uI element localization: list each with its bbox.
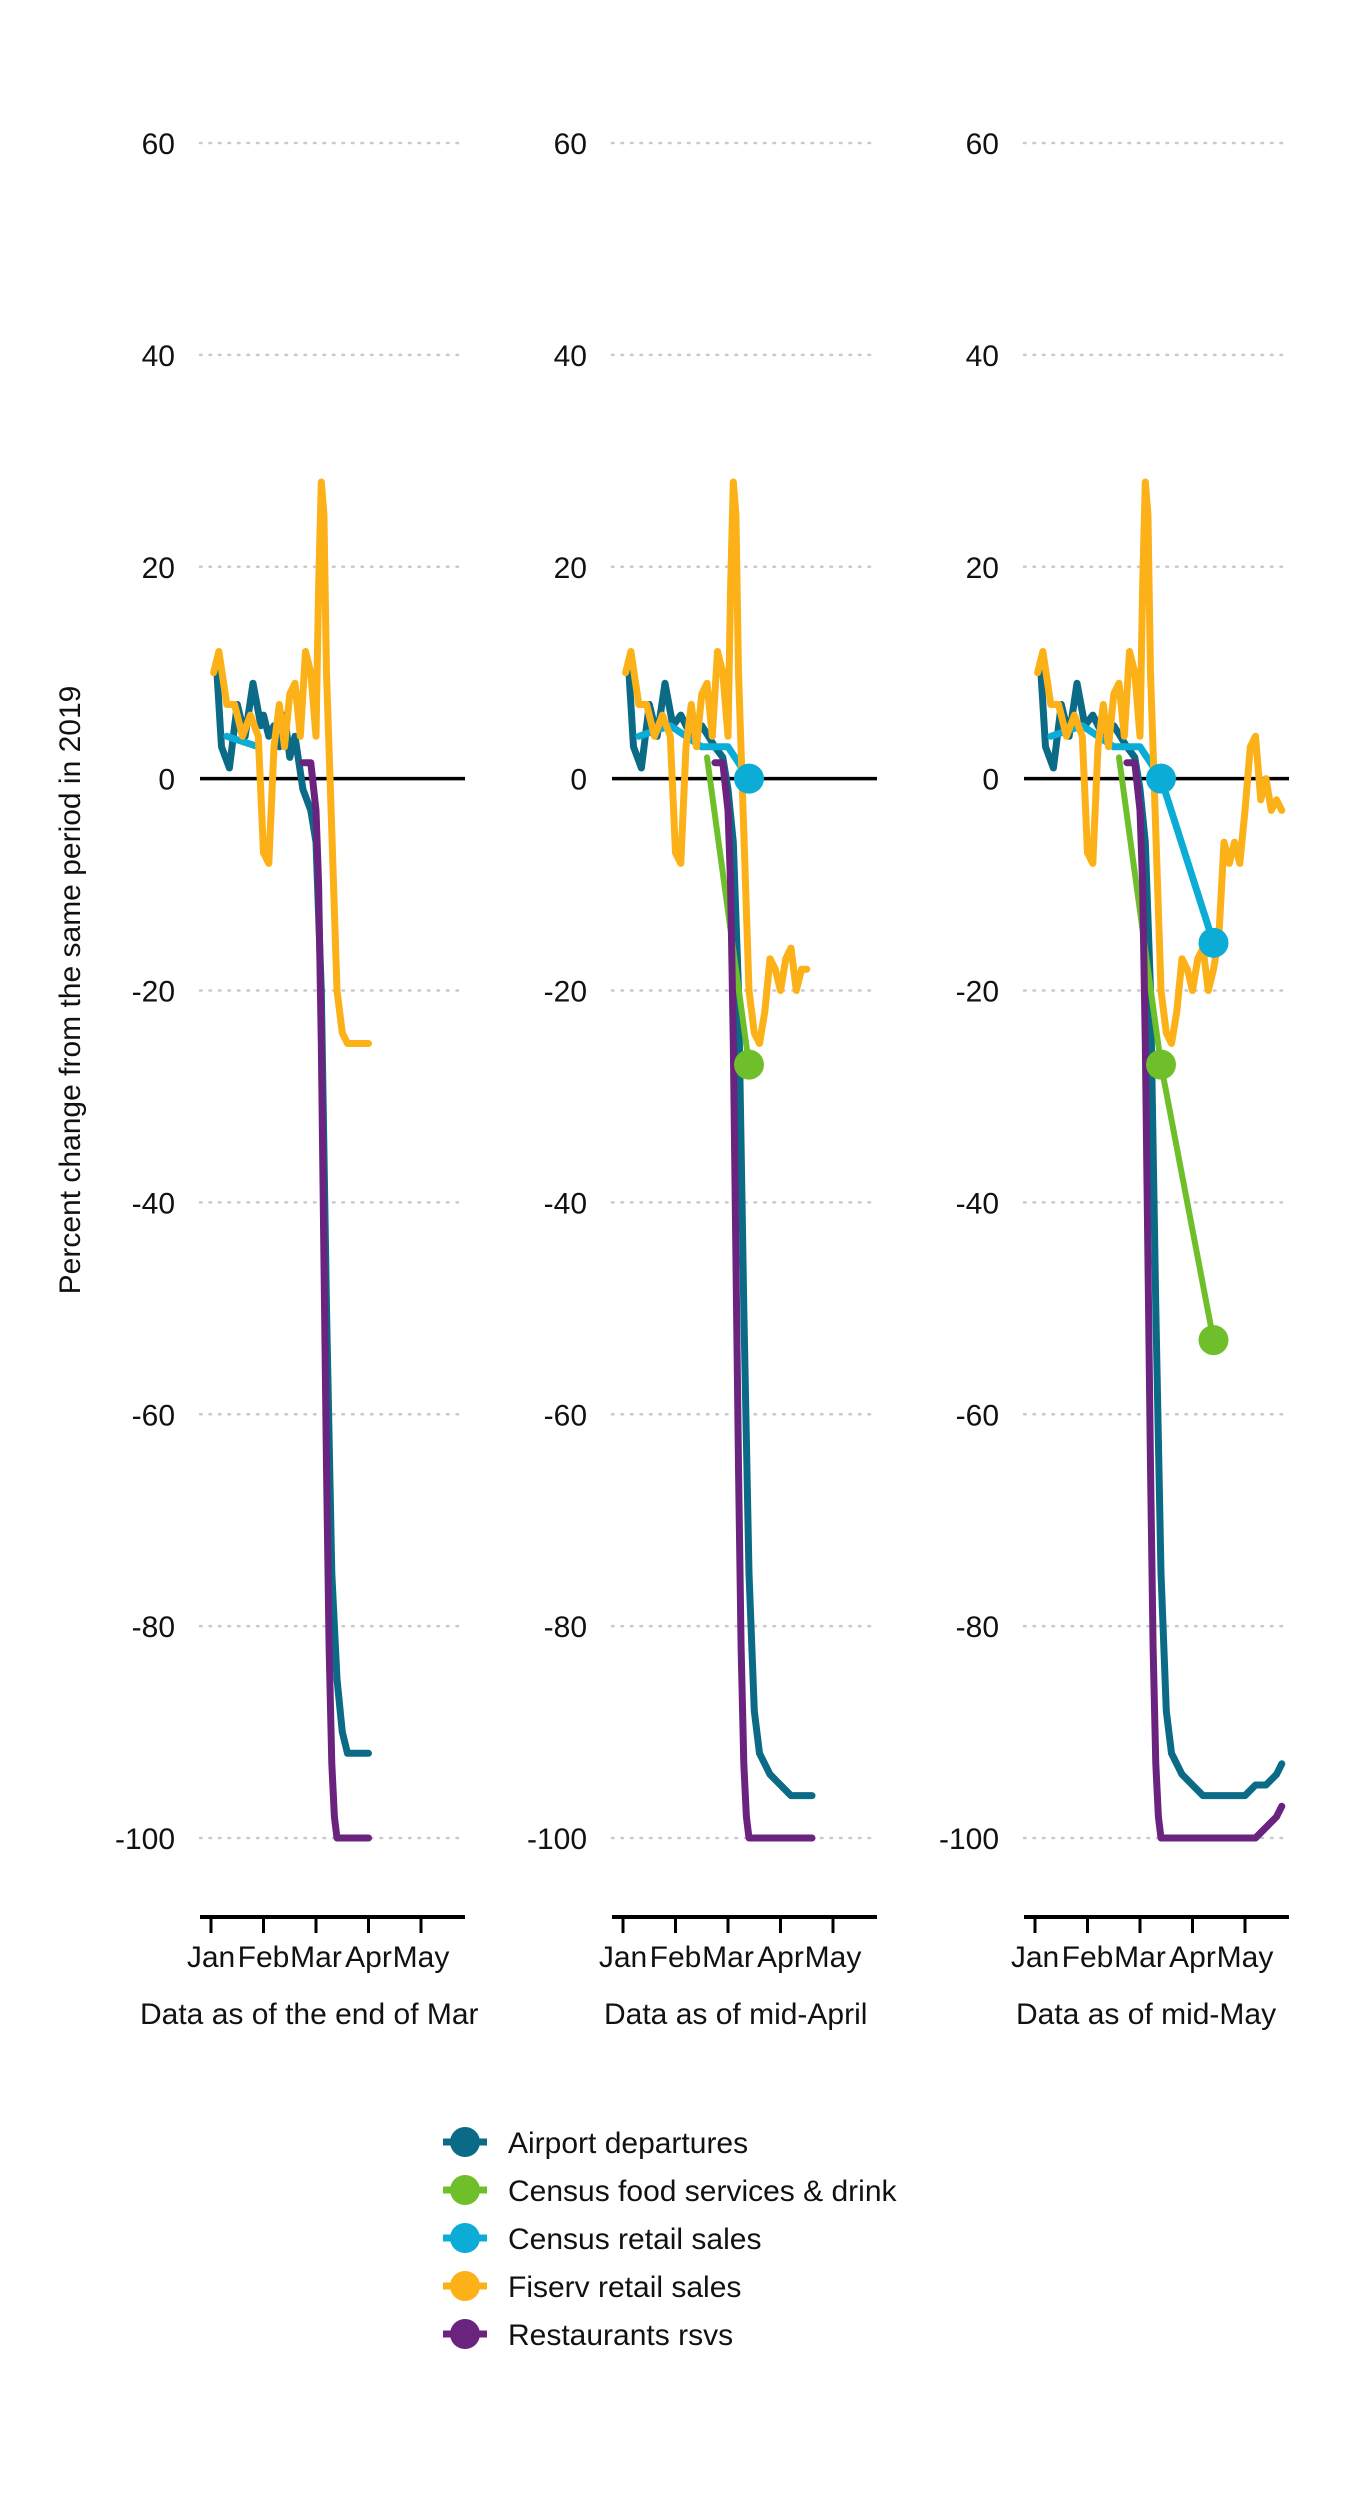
- y-tick-label: 40: [142, 340, 175, 373]
- y-tick-label: -60: [956, 1399, 999, 1432]
- y-tick-label: 20: [142, 552, 175, 585]
- legend-item-airport: Airport departures: [443, 2127, 748, 2160]
- y-tick-label: 20: [966, 552, 999, 585]
- legend-marker: [450, 2271, 480, 2301]
- legend-label: Census food services & drink: [508, 2175, 898, 2208]
- x-tick-label: Apr: [757, 1941, 804, 1974]
- y-tick-label: -20: [956, 976, 999, 1009]
- y-tick-label: -100: [939, 1823, 999, 1856]
- legend-item-census_retail: Census retail sales: [443, 2223, 761, 2256]
- legend-label: Census retail sales: [508, 2223, 761, 2256]
- x-tick-label: Mar: [290, 1941, 342, 1974]
- x-tick-label: Jan: [187, 1941, 235, 1974]
- x-tick-label: Jan: [599, 1941, 647, 1974]
- marker-census_retail: [734, 763, 764, 794]
- y-tick-label: -20: [544, 976, 587, 1009]
- legend: Airport departures Census food services &…: [443, 2127, 898, 2352]
- panel-1: 60 40 20 0 -20 -40 -60 -80 -100 Jan Feb Mar Apr May Da…: [115, 128, 479, 2031]
- y-tick-label: -40: [956, 1187, 999, 1220]
- y-tick-label: -60: [544, 1399, 587, 1432]
- x-tick-label: Jan: [1011, 1941, 1059, 1974]
- marker-census_retail: [1198, 927, 1229, 958]
- x-tick-label: May: [805, 1941, 862, 1974]
- y-tick-label: -40: [132, 1187, 175, 1220]
- panel-caption: Data as of mid-April: [604, 1998, 867, 2031]
- y-tick-label: 20: [554, 552, 587, 585]
- legend-marker: [450, 2319, 480, 2349]
- y-tick-label: 40: [554, 340, 587, 373]
- y-tick-label: 60: [554, 128, 587, 161]
- y-axis-label: Percent change from the same period in 2…: [54, 686, 87, 1295]
- y-tick-label: -80: [956, 1611, 999, 1644]
- series-line-airport: [212, 658, 372, 1757]
- legend-item-fiserv: Fiserv retail sales: [443, 2271, 741, 2304]
- y-tick-label: 0: [570, 764, 587, 797]
- legend-marker: [450, 2127, 480, 2157]
- series-line-fiserv: [1034, 478, 1286, 1047]
- y-tick-label: 40: [966, 340, 999, 373]
- marker-census_food: [1198, 1325, 1229, 1356]
- series-line-restaurants: [299, 759, 372, 1842]
- legend-marker: [450, 2175, 480, 2205]
- x-tick-label: Apr: [345, 1941, 392, 1974]
- y-tick-label: 0: [158, 764, 175, 797]
- legend-label: Restaurants rsvs: [508, 2319, 733, 2352]
- series-line-census_food: [1116, 754, 1217, 1344]
- series-line-restaurants: [1123, 759, 1286, 1842]
- panel-caption: Data as of the end of Mar: [140, 1998, 479, 2031]
- y-tick-label: 0: [982, 764, 999, 797]
- x-tick-label: Mar: [702, 1941, 754, 1974]
- series-line-fiserv: [622, 478, 811, 1047]
- panel-2: 60 40 20 0 -20 -40 -60 -80 -100 Jan Feb Mar Apr May Da…: [527, 128, 879, 2031]
- x-tick-label: Feb: [650, 1941, 702, 1974]
- x-tick-label: Apr: [1169, 1941, 1216, 1974]
- y-tick-label: -40: [544, 1187, 587, 1220]
- legend-marker: [450, 2223, 480, 2253]
- series-line-airport: [1036, 658, 1286, 1800]
- panel-3: 60 40 20 0 -20 -40 -60 -80 -100 Jan Feb Mar Apr May Da…: [939, 128, 1291, 2031]
- x-tick-label: Mar: [1114, 1941, 1166, 1974]
- legend-item-restaurants: Restaurants rsvs: [443, 2319, 733, 2352]
- x-tick-label: May: [1217, 1941, 1274, 1974]
- y-tick-label: -60: [132, 1399, 175, 1432]
- y-tick-label: -100: [115, 1823, 175, 1856]
- y-tick-label: 60: [966, 128, 999, 161]
- x-tick-label: Feb: [238, 1941, 290, 1974]
- marker-census_food: [734, 1049, 764, 1080]
- legend-item-census_food: Census food services & drink: [443, 2175, 898, 2208]
- series-line-fiserv: [210, 478, 372, 1047]
- marker-census_retail: [1146, 763, 1176, 794]
- legend-label: Airport departures: [508, 2127, 748, 2160]
- legend-label: Fiserv retail sales: [508, 2271, 741, 2304]
- marker-census_food: [1146, 1049, 1176, 1080]
- y-tick-label: -20: [132, 976, 175, 1009]
- y-tick-label: -80: [544, 1611, 587, 1644]
- series-line-restaurants: [711, 759, 816, 1842]
- panel-caption: Data as of mid-May: [1016, 1998, 1276, 2031]
- y-tick-label: 60: [142, 128, 175, 161]
- y-tick-label: -80: [132, 1611, 175, 1644]
- x-tick-label: Feb: [1062, 1941, 1114, 1974]
- series-line-census_retail: [223, 732, 262, 751]
- y-tick-label: -100: [527, 1823, 587, 1856]
- x-tick-label: May: [393, 1941, 450, 1974]
